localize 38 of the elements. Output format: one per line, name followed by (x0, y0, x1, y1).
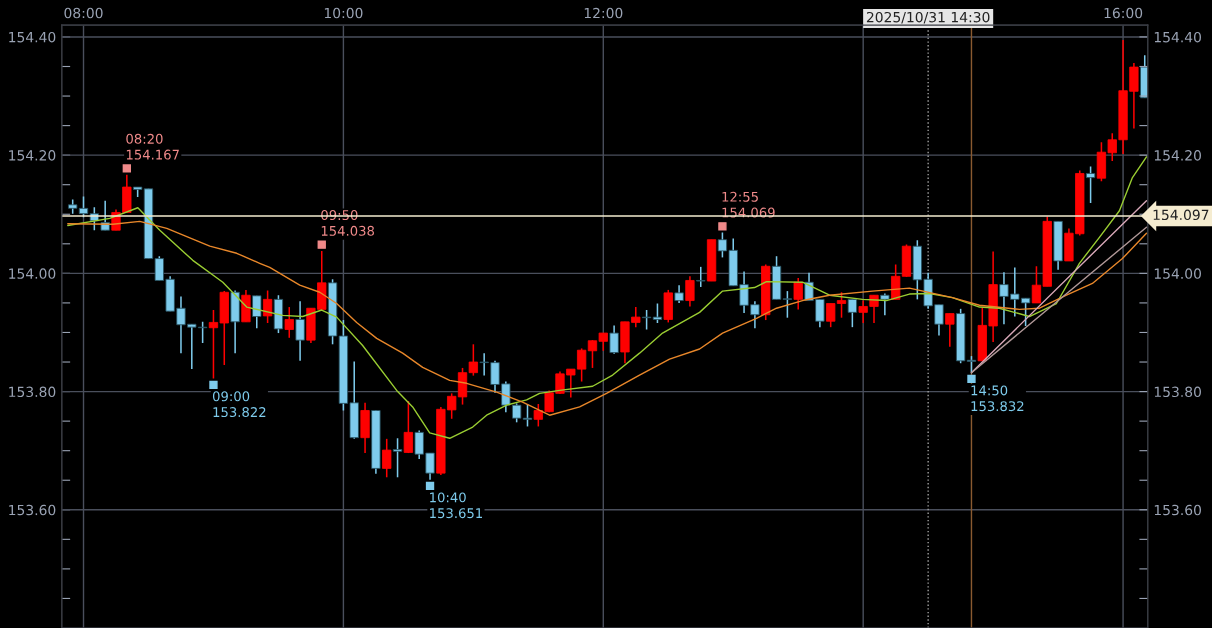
x-tick-label: 16:00 (1104, 7, 1143, 19)
y-tick-label: 153.60 (9, 504, 56, 516)
candlestick (284, 306, 294, 339)
y2-tick-label: 153.80 (1154, 386, 1201, 398)
candlestick (641, 309, 652, 331)
candlestick (685, 275, 695, 308)
candlestick (847, 298, 857, 328)
y-tick-label: 154.00 (9, 268, 56, 279)
candlestick (1085, 165, 1096, 204)
candlestick (403, 400, 414, 454)
x-tick-label: 08:00 (64, 7, 103, 19)
annotation: 09:00 153.822 (212, 391, 266, 418)
candlestick (382, 438, 392, 479)
x-tick-label: 10:00 (324, 7, 363, 19)
candlestick (252, 295, 262, 330)
y2-tick-label: 154.20 (1154, 150, 1201, 161)
y-tick-label: 154.20 (9, 150, 56, 161)
candlestick (880, 292, 890, 317)
candlestick (392, 437, 403, 479)
y2-tick-label: 154.40 (1154, 31, 1201, 43)
candlestick (782, 290, 793, 319)
annotation: 08:20 154.167 (126, 133, 179, 160)
annotation: 14:50 153.832 (971, 385, 1024, 412)
y2-tick-label: 154.00 (1154, 268, 1201, 279)
ref-line-label: 2025/10/31 14:30 (866, 11, 990, 24)
candlestick (295, 300, 305, 362)
y2-tick-label: 153.60 (1154, 504, 1201, 516)
candlestick (652, 302, 663, 324)
candlestick (793, 277, 803, 311)
x-tick-label: 12:00 (584, 7, 623, 19)
y-tick-label: 154.40 (9, 31, 56, 43)
ref-line-label: 154.097 (1153, 209, 1209, 221)
candlestick (609, 324, 619, 355)
y-tick-label: 153.80 (9, 386, 56, 398)
candlestick (945, 312, 955, 348)
candlestick (696, 266, 706, 288)
candlestick (262, 289, 273, 324)
annotation: 10:40 153.651 (430, 492, 482, 519)
